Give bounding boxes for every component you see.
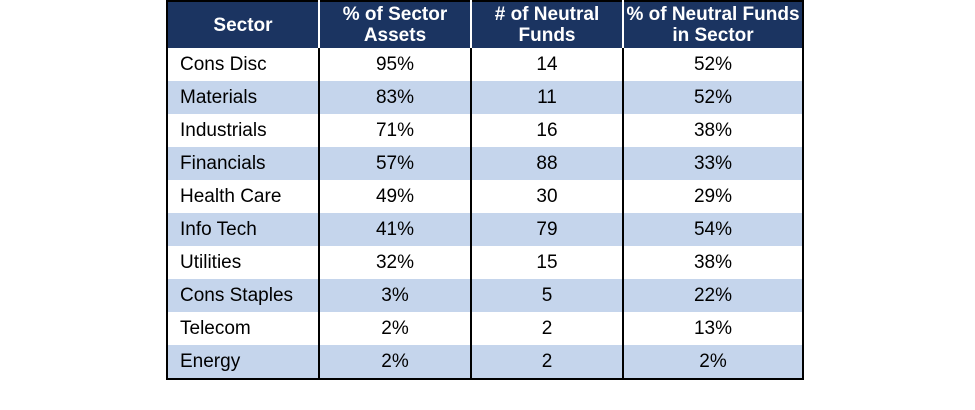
sector-cell: Industrials xyxy=(167,114,319,147)
pct-sector-assets-cell: 83% xyxy=(318,81,471,114)
sector-cell: Telecom xyxy=(167,312,319,345)
pct-sector-assets-cell: 71% xyxy=(318,114,471,147)
table-row: Utilities 32% 15 38% xyxy=(167,246,803,279)
header-num-neutral-funds: # of Neutral Funds xyxy=(470,1,623,48)
num-neutral-funds-cell: 11 xyxy=(470,81,623,114)
table-header-row: Sector % of Sector Assets # of Neutral F… xyxy=(167,1,803,48)
pct-neutral-funds-cell: 52% xyxy=(622,81,803,114)
pct-sector-assets-cell: 3% xyxy=(318,279,471,312)
pct-neutral-funds-cell: 54% xyxy=(622,213,803,246)
pct-neutral-funds-cell: 38% xyxy=(622,114,803,147)
pct-neutral-funds-cell: 33% xyxy=(622,147,803,180)
num-neutral-funds-cell: 15 xyxy=(470,246,623,279)
pct-sector-assets-cell: 41% xyxy=(318,213,471,246)
sector-table-container: Sector % of Sector Assets # of Neutral F… xyxy=(166,0,804,380)
num-neutral-funds-cell: 5 xyxy=(470,279,623,312)
table-row: Materials 83% 11 52% xyxy=(167,81,803,114)
header-pct-neutral-funds: % of Neutral Funds in Sector xyxy=(622,1,803,48)
num-neutral-funds-cell: 16 xyxy=(470,114,623,147)
pct-neutral-funds-cell: 38% xyxy=(622,246,803,279)
pct-neutral-funds-cell: 13% xyxy=(622,312,803,345)
sector-cell: Utilities xyxy=(167,246,319,279)
pct-sector-assets-cell: 95% xyxy=(318,48,471,81)
pct-neutral-funds-cell: 52% xyxy=(622,48,803,81)
num-neutral-funds-cell: 88 xyxy=(470,147,623,180)
num-neutral-funds-cell: 2 xyxy=(470,312,623,345)
header-sector: Sector xyxy=(167,1,319,48)
pct-sector-assets-cell: 2% xyxy=(318,345,471,379)
num-neutral-funds-cell: 14 xyxy=(470,48,623,81)
pct-sector-assets-cell: 2% xyxy=(318,312,471,345)
pct-sector-assets-cell: 49% xyxy=(318,180,471,213)
sector-cell: Health Care xyxy=(167,180,319,213)
table-row: Industrials 71% 16 38% xyxy=(167,114,803,147)
sector-cell: Financials xyxy=(167,147,319,180)
pct-neutral-funds-cell: 29% xyxy=(622,180,803,213)
sector-cell: Energy xyxy=(167,345,319,379)
table-row: Financials 57% 88 33% xyxy=(167,147,803,180)
sector-cell: Cons Staples xyxy=(167,279,319,312)
pct-sector-assets-cell: 32% xyxy=(318,246,471,279)
sector-table: Sector % of Sector Assets # of Neutral F… xyxy=(166,0,804,380)
table-row: Cons Staples 3% 5 22% xyxy=(167,279,803,312)
table-row: Energy 2% 2 2% xyxy=(167,345,803,379)
pct-neutral-funds-cell: 2% xyxy=(622,345,803,379)
header-pct-sector-assets: % of Sector Assets xyxy=(318,1,471,48)
table-row: Cons Disc 95% 14 52% xyxy=(167,48,803,81)
pct-sector-assets-cell: 57% xyxy=(318,147,471,180)
num-neutral-funds-cell: 79 xyxy=(470,213,623,246)
table-row: Telecom 2% 2 13% xyxy=(167,312,803,345)
table-row: Health Care 49% 30 29% xyxy=(167,180,803,213)
sector-cell: Materials xyxy=(167,81,319,114)
num-neutral-funds-cell: 2 xyxy=(470,345,623,379)
sector-cell: Info Tech xyxy=(167,213,319,246)
sector-cell: Cons Disc xyxy=(167,48,319,81)
pct-neutral-funds-cell: 22% xyxy=(622,279,803,312)
table-row: Info Tech 41% 79 54% xyxy=(167,213,803,246)
num-neutral-funds-cell: 30 xyxy=(470,180,623,213)
